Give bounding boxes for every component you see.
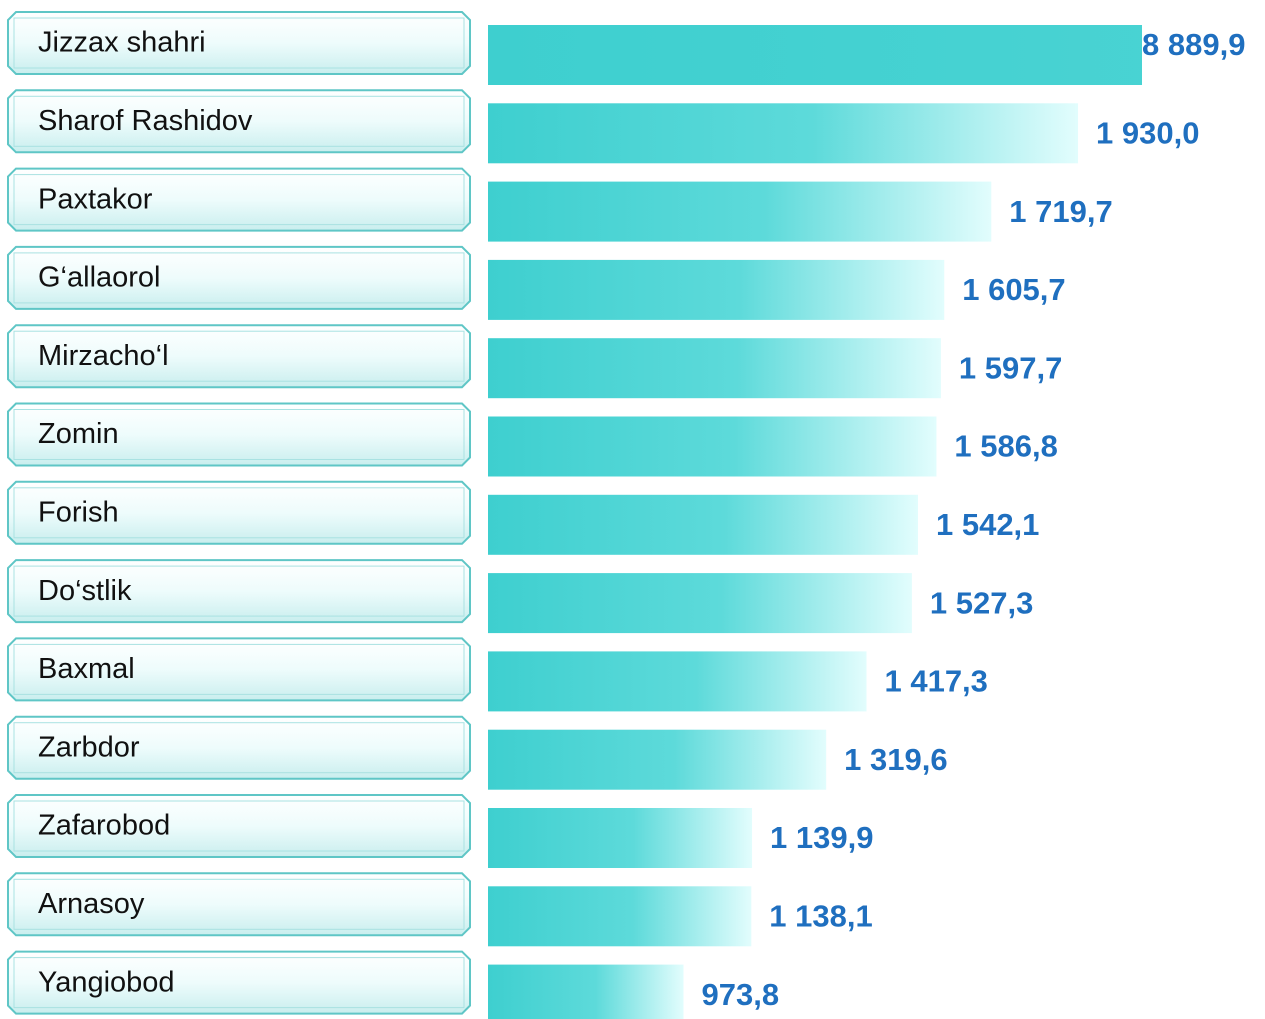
bar — [488, 729, 827, 790]
label-boxes — [7, 11, 471, 1015]
label-box — [7, 245, 471, 310]
bar — [488, 808, 753, 868]
value-label: 1 719,7 — [1009, 194, 1112, 229]
label-box — [7, 559, 471, 624]
label-box-inner — [13, 565, 465, 617]
label-box — [7, 950, 471, 1015]
bar — [488, 494, 918, 555]
label-box — [7, 715, 471, 780]
value-label: 1 542,1 — [936, 507, 1039, 542]
label-box — [7, 637, 471, 702]
category-label: Zarbdor — [38, 731, 140, 763]
label-box — [7, 402, 471, 467]
bar — [488, 573, 912, 634]
category-label: G‘allaorol — [38, 262, 161, 294]
label-box-inner — [13, 17, 465, 69]
label-box-inner — [13, 800, 465, 852]
value-label: 1 605,7 — [962, 272, 1065, 307]
label-box — [7, 324, 471, 389]
category-label: Yangiobod — [38, 966, 175, 998]
label-box-inner — [13, 409, 465, 460]
category-label: Arnasoy — [38, 888, 145, 920]
bar — [488, 181, 992, 242]
value-label: 1 597,7 — [959, 350, 1062, 385]
category-label: Baxmal — [38, 653, 135, 685]
value-label: 1 319,6 — [844, 742, 947, 777]
labels: Jizzax shahri 8 889,9 Sharof Rashidov 1 930… — [38, 27, 1245, 1012]
value-label: 1 139,9 — [770, 820, 873, 855]
category-label: Paxtakor — [38, 183, 153, 215]
category-label: Zafarobod — [38, 810, 170, 842]
label-box — [7, 11, 471, 75]
label-box-inner — [13, 643, 465, 695]
label-box-inner — [13, 878, 465, 930]
value-label: 1 138,1 — [769, 898, 872, 933]
label-box-inner — [13, 174, 465, 226]
category-label: Zomin — [38, 418, 119, 450]
value-label: 973,8 — [701, 977, 779, 1012]
category-label: Do‘stlik — [38, 575, 132, 607]
bar — [488, 25, 1142, 85]
label-box — [7, 480, 471, 545]
value-label: 1 417,3 — [884, 664, 987, 699]
label-box — [7, 872, 471, 937]
label-box-inner — [13, 95, 465, 147]
label-box — [7, 794, 471, 858]
label-box — [7, 167, 471, 232]
bar — [488, 259, 945, 320]
category-label: Forish — [38, 496, 119, 528]
value-label: 1 930,0 — [1096, 115, 1199, 150]
label-box-inner — [13, 252, 465, 304]
category-label: Sharof Rashidov — [38, 105, 253, 137]
label-box-inner — [13, 957, 465, 1009]
bar — [488, 651, 867, 712]
label-box-inner — [13, 487, 465, 539]
bar — [488, 103, 1079, 164]
label-box — [7, 89, 471, 154]
label-box-inner — [13, 722, 465, 774]
value-label: 1 527,3 — [930, 585, 1033, 620]
value-label: 1 586,8 — [954, 429, 1057, 464]
value-label: 8 889,9 — [1142, 27, 1245, 62]
bars — [488, 25, 1142, 1019]
bar — [488, 338, 941, 399]
bar — [488, 416, 937, 477]
bar — [488, 964, 684, 1019]
category-label: Jizzax shahri — [38, 27, 206, 59]
label-box-inner — [13, 330, 465, 382]
category-label: Mirzacho‘l — [38, 340, 169, 372]
bar — [488, 886, 752, 947]
